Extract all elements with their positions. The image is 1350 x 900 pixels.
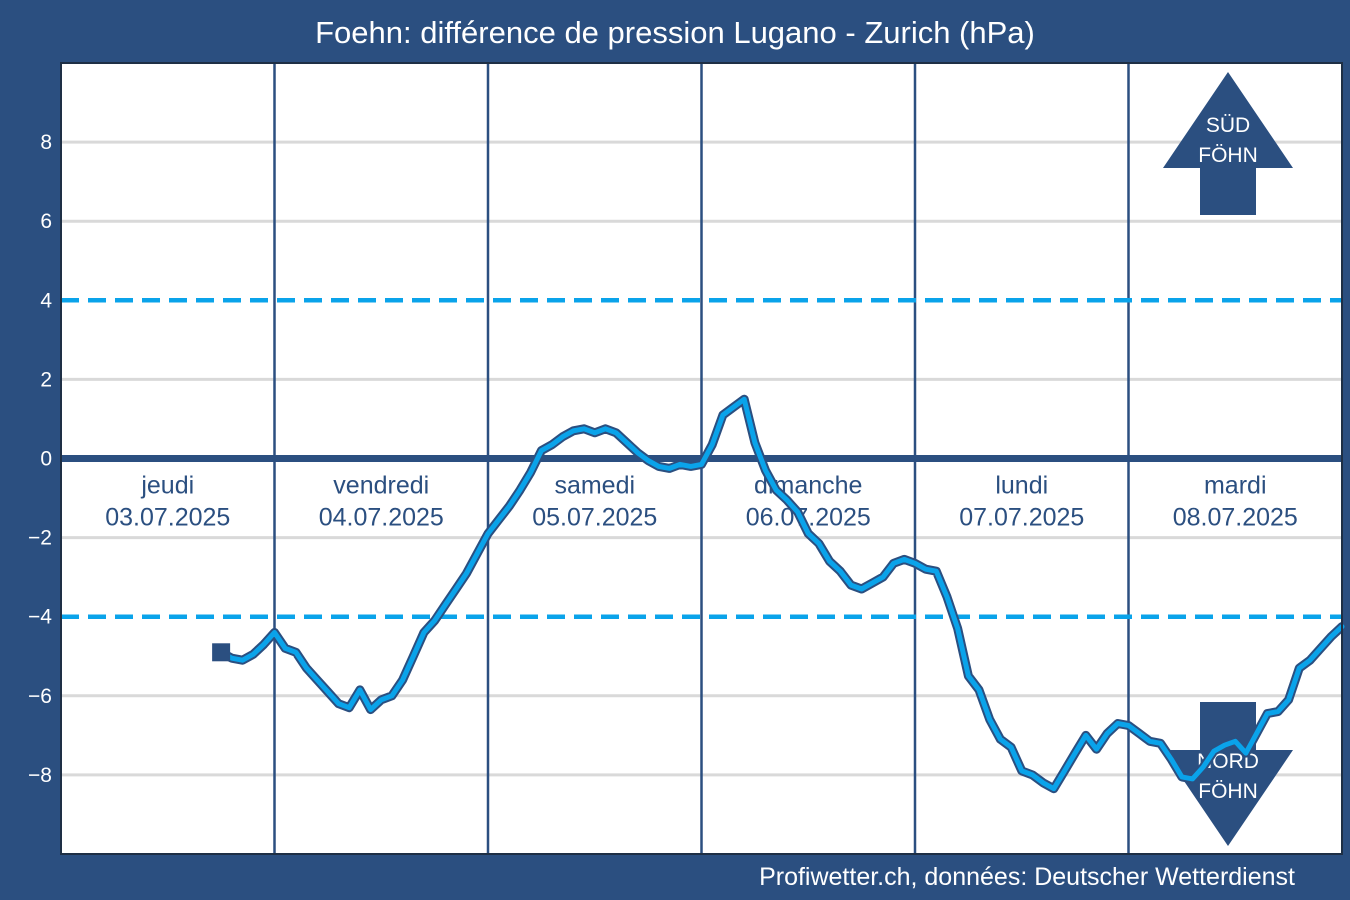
credit-text: Profiwetter.ch, données: Deutscher Wette… — [759, 863, 1295, 891]
y-tick-label: 8 — [40, 131, 52, 154]
y-tick-label: −8 — [28, 764, 52, 787]
day-name-label: mardi — [1204, 472, 1267, 500]
arrow-label: FÖHN — [1198, 780, 1258, 803]
day-name-label: vendredi — [333, 472, 429, 500]
y-tick-label: 2 — [40, 368, 52, 391]
day-name-label: samedi — [554, 472, 635, 500]
day-date-label: 04.07.2025 — [319, 504, 444, 532]
day-date-label: 08.07.2025 — [1173, 504, 1298, 532]
y-tick-label: −4 — [28, 606, 52, 629]
plot-border — [60, 62, 1343, 855]
day-date-label: 03.07.2025 — [105, 504, 230, 532]
y-tick-label: −6 — [28, 685, 52, 708]
arrow-label: SÜD — [1206, 114, 1250, 137]
day-name-label: lundi — [995, 472, 1048, 500]
chart-title: Foehn: différence de pression Lugano - Z… — [315, 15, 1035, 50]
y-tick-label: 0 — [40, 448, 52, 471]
y-tick-label: 6 — [40, 210, 52, 233]
y-tick-label: −2 — [28, 527, 52, 550]
day-date-label: 05.07.2025 — [532, 504, 657, 532]
sud-fohn-arrow — [1163, 72, 1293, 215]
pressure-difference-line — [218, 396, 1345, 792]
nord-fohn-arrow — [1163, 702, 1293, 846]
day-name-label: jeudi — [140, 472, 194, 500]
series-start-marker — [212, 643, 231, 662]
arrow-label: FÖHN — [1198, 144, 1258, 167]
day-date-label: 07.07.2025 — [959, 504, 1084, 532]
y-tick-label: 4 — [40, 289, 52, 312]
